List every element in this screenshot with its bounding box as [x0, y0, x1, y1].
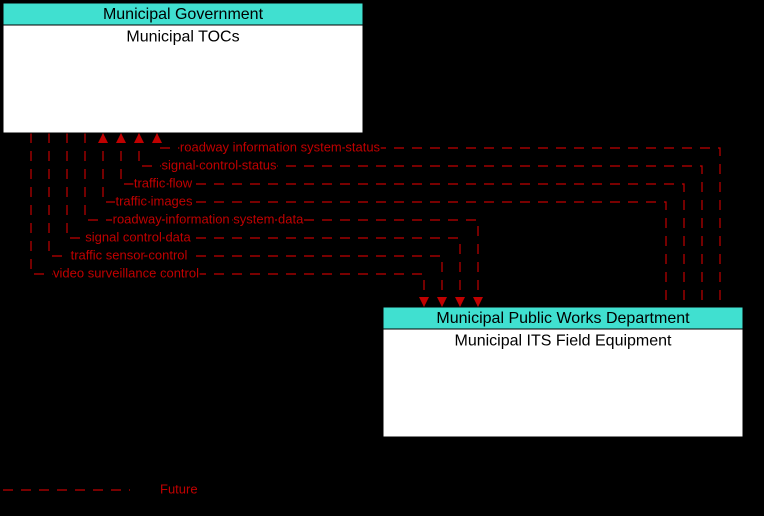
arrowhead-down: [473, 297, 483, 307]
architecture-diagram: roadway information system status signal …: [0, 0, 764, 516]
arrowhead-up: [152, 133, 162, 143]
arrowhead-down: [455, 297, 465, 307]
flow-label: traffic flow: [134, 175, 193, 190]
arrowhead-up: [116, 133, 126, 143]
flow-label: traffic sensor control: [71, 247, 188, 262]
top-title: Municipal TOCs: [126, 28, 239, 45]
arrowhead-down: [419, 297, 429, 307]
arrowhead-up: [98, 133, 108, 143]
bottom-title: Municipal ITS Field Equipment: [455, 332, 673, 349]
bottom-header-text: Municipal Public Works Department: [436, 310, 690, 327]
flow-label: signal control data: [85, 229, 191, 244]
flow-label: video surveillance control: [53, 265, 199, 280]
arrowhead-up: [134, 133, 144, 143]
legend-label: Future: [160, 481, 198, 496]
flow-label: traffic images: [115, 193, 193, 208]
flow-label: signal control status: [162, 157, 277, 172]
flow-label: roadway information system data: [113, 211, 305, 226]
arrowhead-down: [437, 297, 447, 307]
top-header-text: Municipal Government: [103, 6, 264, 23]
flow-label: roadway information system status: [180, 139, 381, 154]
